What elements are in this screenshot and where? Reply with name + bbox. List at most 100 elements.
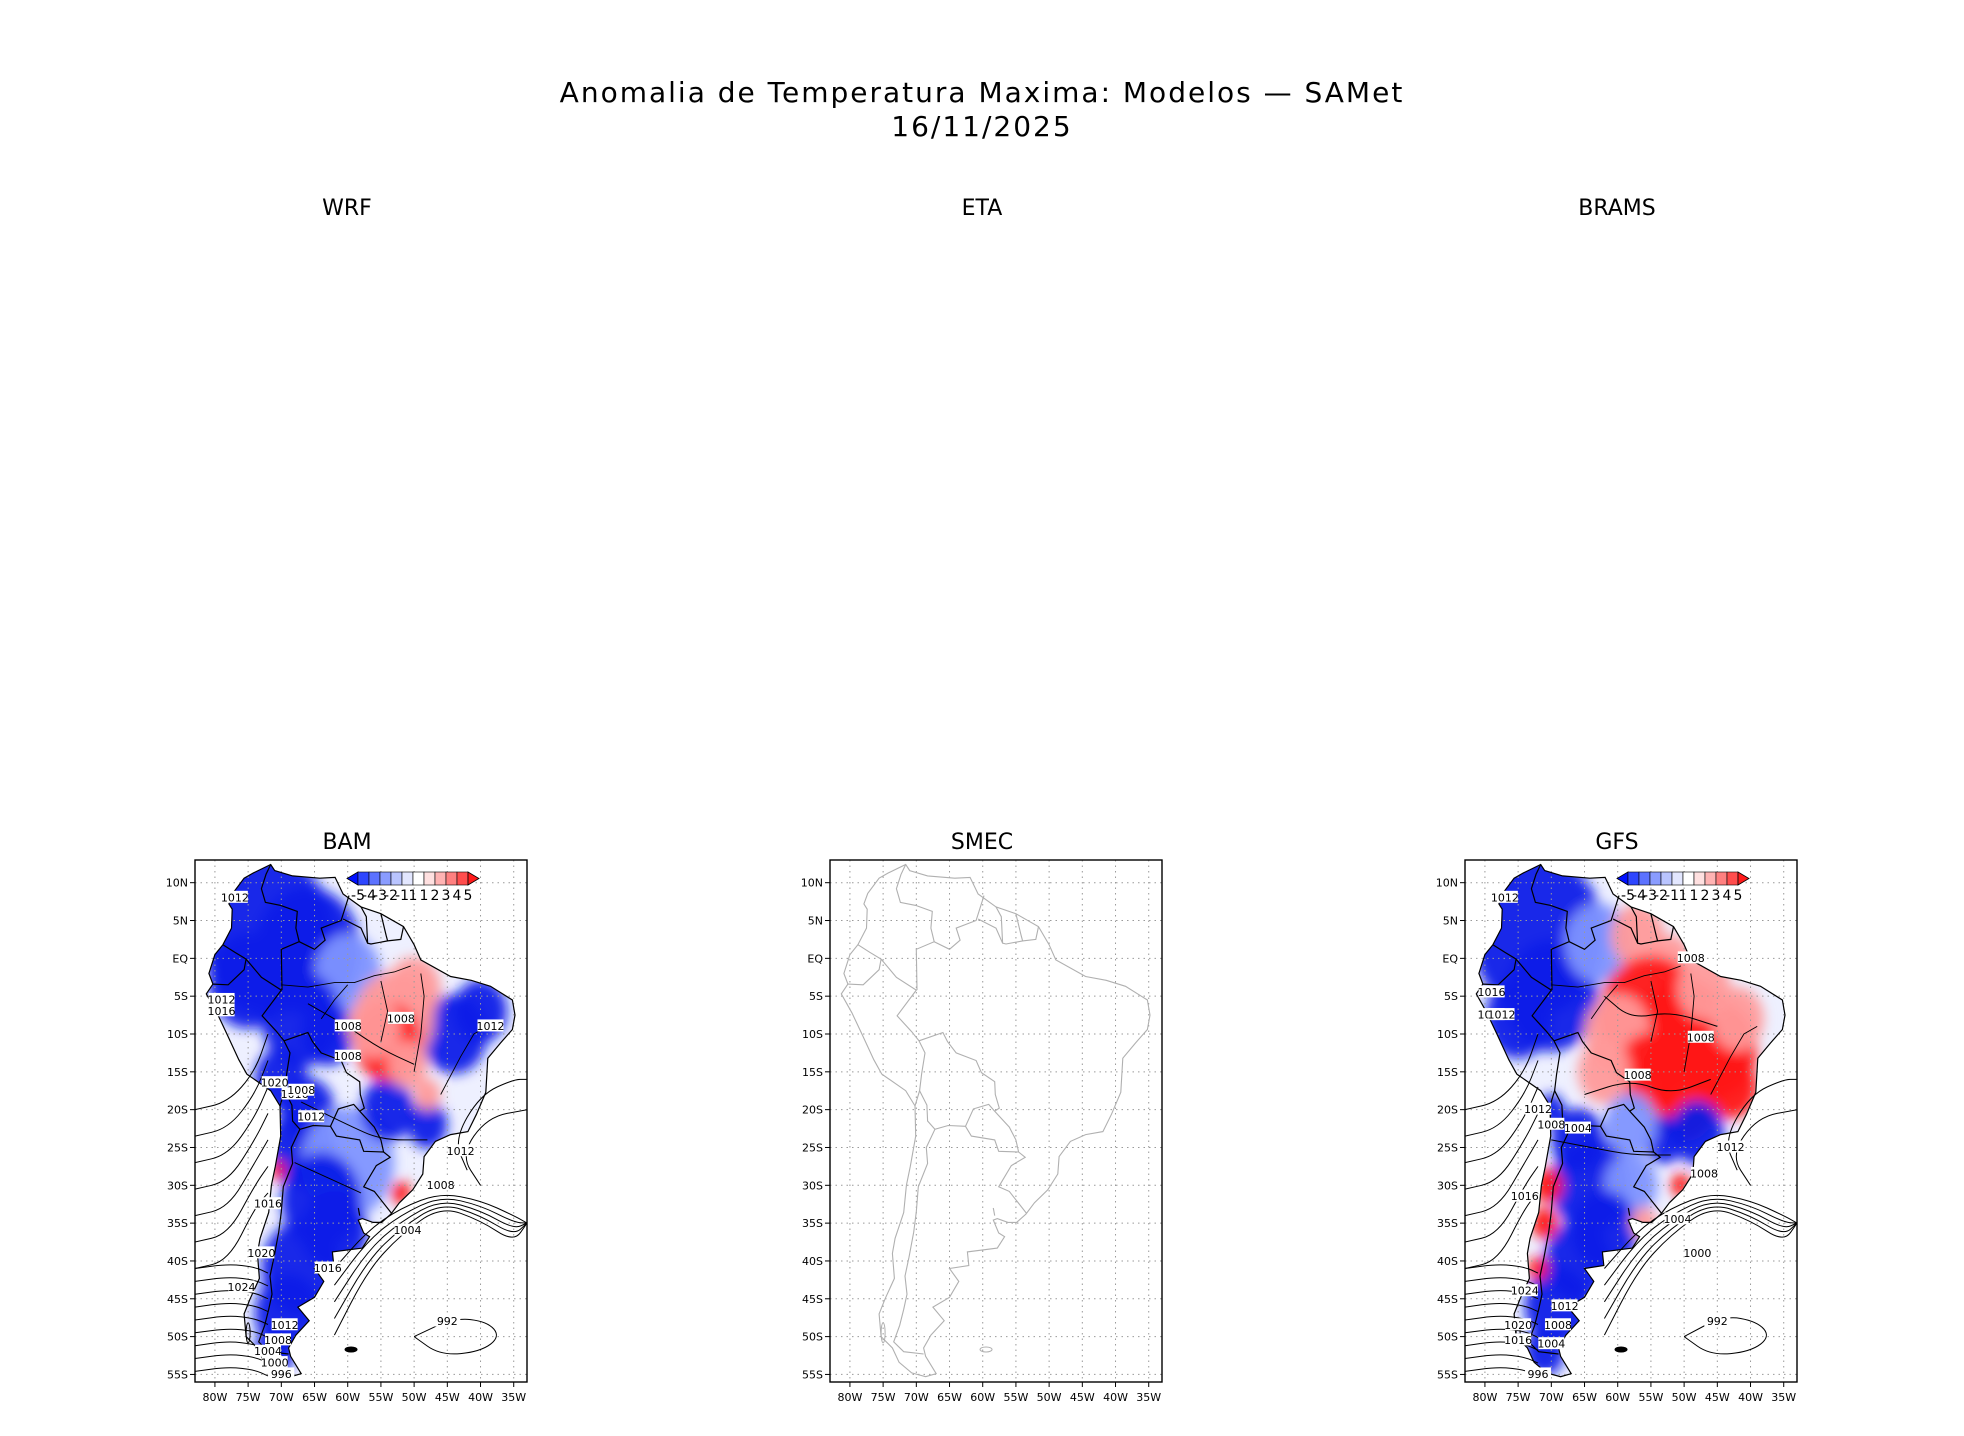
colorbar-tick: -2 [384, 888, 398, 904]
lat-tick-label: 10N [166, 877, 188, 890]
colorbar-tick: -2 [1654, 888, 1668, 904]
lat-tick-label: 15S [1437, 1066, 1458, 1079]
pressure-label: 1016 [1511, 1190, 1539, 1203]
lon-tick-label: 80W [1472, 1391, 1497, 1404]
lat-tick-label: 5N [808, 915, 823, 928]
pressure-label: 1008 [387, 1012, 415, 1025]
pressure-label: 1004 [254, 1345, 282, 1358]
panel-label-brams: BRAMS [1578, 196, 1656, 221]
lon-tick-label: 50W [1672, 1391, 1697, 1404]
country-borders [1482, 864, 1675, 1355]
lat-tick-label: 50S [802, 1331, 823, 1344]
pressure-label: 1012 [1551, 1300, 1579, 1313]
pressure-label: 1012 [476, 1020, 504, 1033]
lat-tick-label: 5S [174, 990, 188, 1003]
pressure-label: 1008 [1537, 1118, 1565, 1131]
lon-tick-label: 70W [269, 1391, 294, 1404]
pressure-label: 1012 [208, 993, 236, 1006]
lon-tick-label: 75W [236, 1391, 261, 1404]
colorbar-tick: 4 [1723, 888, 1732, 904]
map-frame [829, 859, 1163, 1383]
lon-tick-label: 70W [904, 1391, 929, 1404]
pressure-label: 1004 [1537, 1338, 1565, 1351]
lat-tick-label: EQ [807, 952, 823, 965]
map-gfs: 1012100810161016101210081008101210081004… [1436, 859, 1798, 1404]
axis-ticks: 10N 5N EQ 5S 10S 15S 20S 25S 30S 35S 40S 45S 50S 55S 8… [166, 877, 527, 1404]
panel-label-eta: ETA [961, 196, 1003, 221]
lon-tick-label: 60W [970, 1391, 995, 1404]
lon-tick-label: 65W [937, 1391, 962, 1404]
lon-tick-label: 40W [468, 1391, 493, 1404]
colorbar-tick: -1 [395, 888, 409, 904]
lat-tick-label: 55S [1437, 1368, 1458, 1381]
lat-tick-label: 25S [802, 1141, 823, 1154]
coastline [205, 863, 516, 1378]
lat-tick-label: 55S [802, 1368, 823, 1381]
pressure-label: 1012 [221, 891, 249, 904]
pressure-labels: 1012101210161008100810081012102010161008… [208, 890, 504, 1381]
panel-label-wrf: WRF [322, 196, 372, 221]
pressure-label: 1012 [297, 1111, 325, 1124]
pressure-label: 1008 [334, 1020, 362, 1033]
lat-tick-label: 45S [802, 1293, 823, 1306]
pressure-label: 996 [271, 1368, 292, 1381]
lat-tick-label: EQ [1442, 952, 1458, 965]
lat-tick-label: 40S [167, 1255, 188, 1268]
lon-tick-label: 45W [1070, 1391, 1095, 1404]
axis-ticks: 10N 5N EQ 5S 10S 15S 20S 25S 30S 35S 40S 45S 50S 55S 8… [1436, 877, 1797, 1404]
lat-tick-label: 15S [167, 1066, 188, 1079]
map-smec: 10N 5N EQ 5S 10S 15S 20S 25S 30S 35S 40S 45S 50S 55S 8… [801, 859, 1163, 1404]
pressure-label: 996 [1528, 1368, 1549, 1381]
pressure-label: 1008 [334, 1050, 362, 1063]
colorbar-tick: 1 [1690, 888, 1699, 904]
chart-title: Anomalia de Temperatura Maxima: Modelos … [559, 76, 1405, 109]
lat-tick-label: 5S [809, 990, 823, 1003]
lat-tick-label: 10S [167, 1028, 188, 1041]
lat-tick-label: 10N [801, 877, 823, 890]
lon-tick-label: 80W [837, 1391, 862, 1404]
map-bam: 1012101210161008100810081012102010161008… [166, 859, 528, 1404]
lon-tick-label: 65W [302, 1391, 327, 1404]
lat-tick-label: 30S [1437, 1179, 1458, 1192]
lat-tick-label: 10S [802, 1028, 823, 1041]
pressure-contours [195, 1033, 527, 1377]
lat-tick-label: 40S [1437, 1255, 1458, 1268]
lon-tick-label: 35W [1771, 1391, 1796, 1404]
map-frame [194, 859, 528, 1383]
lon-tick-label: 40W [1738, 1391, 1763, 1404]
colorbar-tick: 1 [409, 888, 418, 904]
lon-tick-label: 35W [501, 1391, 526, 1404]
pressure-label: 1008 [287, 1084, 315, 1097]
panel-label-smec: SMEC [950, 830, 1014, 855]
lon-tick-label: 35W [1136, 1391, 1161, 1404]
pressure-label: 992 [1707, 1315, 1728, 1328]
lon-tick-label: 55W [368, 1391, 393, 1404]
colorbar-tick: -5 [1621, 888, 1635, 904]
coastline [840, 863, 1151, 1378]
lon-tick-label: 70W [1539, 1391, 1564, 1404]
pressure-label: 1000 [1683, 1247, 1711, 1260]
lon-tick-label: 75W [871, 1391, 896, 1404]
lon-tick-label: 80W [202, 1391, 227, 1404]
lon-tick-label: 55W [1003, 1391, 1028, 1404]
lat-tick-label: 35S [1437, 1217, 1458, 1230]
colorbar-tick: 3 [442, 888, 451, 904]
chart-date: 16/11/2025 [891, 110, 1073, 143]
lon-tick-label: 50W [402, 1391, 427, 1404]
pressure-label: 1024 [1511, 1285, 1539, 1298]
panel-label-gfs: GFS [1595, 830, 1639, 855]
lon-tick-label: 60W [1605, 1391, 1630, 1404]
lon-tick-label: 60W [335, 1391, 360, 1404]
lat-tick-label: 5N [1443, 915, 1458, 928]
lat-tick-label: 25S [167, 1141, 188, 1154]
lat-tick-label: 20S [802, 1104, 823, 1117]
pressure-label: 1008 [1677, 952, 1705, 965]
pressure-label: 1008 [264, 1334, 292, 1347]
pressure-label: 1008 [1624, 1069, 1652, 1082]
lat-tick-label: 40S [802, 1255, 823, 1268]
lat-tick-label: 45S [1437, 1293, 1458, 1306]
lat-tick-label: 50S [167, 1331, 188, 1344]
colorbar: -5-4-3-2-1 1 1 2 3 4 5 [346, 871, 480, 904]
pressure-label: 1020 [1504, 1319, 1532, 1332]
pressure-label: 1012 [1717, 1141, 1745, 1154]
